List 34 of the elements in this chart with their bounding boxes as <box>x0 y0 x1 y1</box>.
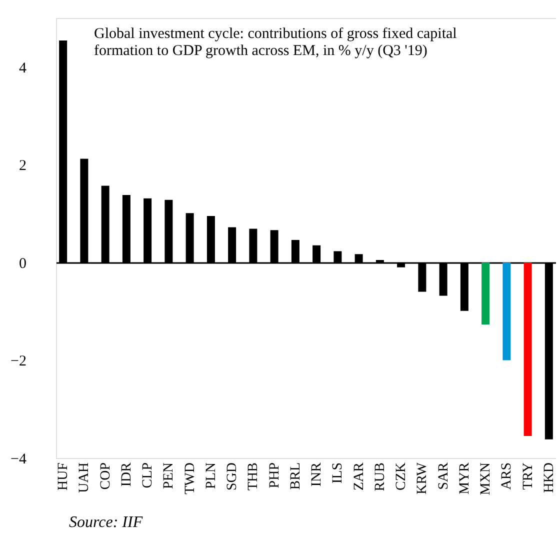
y-tick-label: 0 <box>19 256 26 272</box>
x-tick-label: KRW <box>415 462 430 494</box>
bar <box>502 262 511 360</box>
x-tick-label: RUB <box>372 462 388 492</box>
x-tick-label: HKD <box>542 462 557 493</box>
x-tick-label: MYR <box>457 462 472 494</box>
x-tick-label: PLN <box>204 462 219 489</box>
x-tick-label: TWD <box>182 462 198 494</box>
x-tick-label: ZAR <box>352 462 367 490</box>
x-tick-label: SAR <box>436 462 452 490</box>
y-tick-label: −2 <box>10 354 26 370</box>
x-tick-label: ARS <box>500 462 515 490</box>
y-tick-label: −4 <box>10 452 27 468</box>
text: Global investment cycle: contributions of gross fixed capital formation to GDP growth across EM, in % y/y (Q3 '19) <box>94 26 457 59</box>
x-tick-label: COP <box>98 462 114 490</box>
x-tick-label: SGD <box>225 462 240 491</box>
x-tick-label: CZK <box>394 462 410 490</box>
x-tick-label: INR <box>310 462 325 487</box>
source-note: Source: IIF <box>69 514 143 531</box>
x-tick-label: ILS <box>330 462 346 484</box>
bar <box>482 262 490 325</box>
x-tick-label: HUF <box>56 462 72 491</box>
x-tick-label: BRL <box>288 462 304 490</box>
x-tick-label: UAH <box>77 462 92 493</box>
x-tick-label: PHP <box>267 462 282 488</box>
bar <box>524 262 532 436</box>
x-tick-label: MXN <box>478 462 494 496</box>
y-tick-label: 2 <box>19 158 26 174</box>
x-tick-label: CLP <box>140 462 156 488</box>
x-tick-label: TRY <box>520 462 536 490</box>
x-tick-label: PEN <box>162 462 177 489</box>
x-tick-label: IDR <box>119 462 134 487</box>
y-tick-label: 4 <box>19 60 27 76</box>
x-tick-label: THB <box>246 462 262 490</box>
